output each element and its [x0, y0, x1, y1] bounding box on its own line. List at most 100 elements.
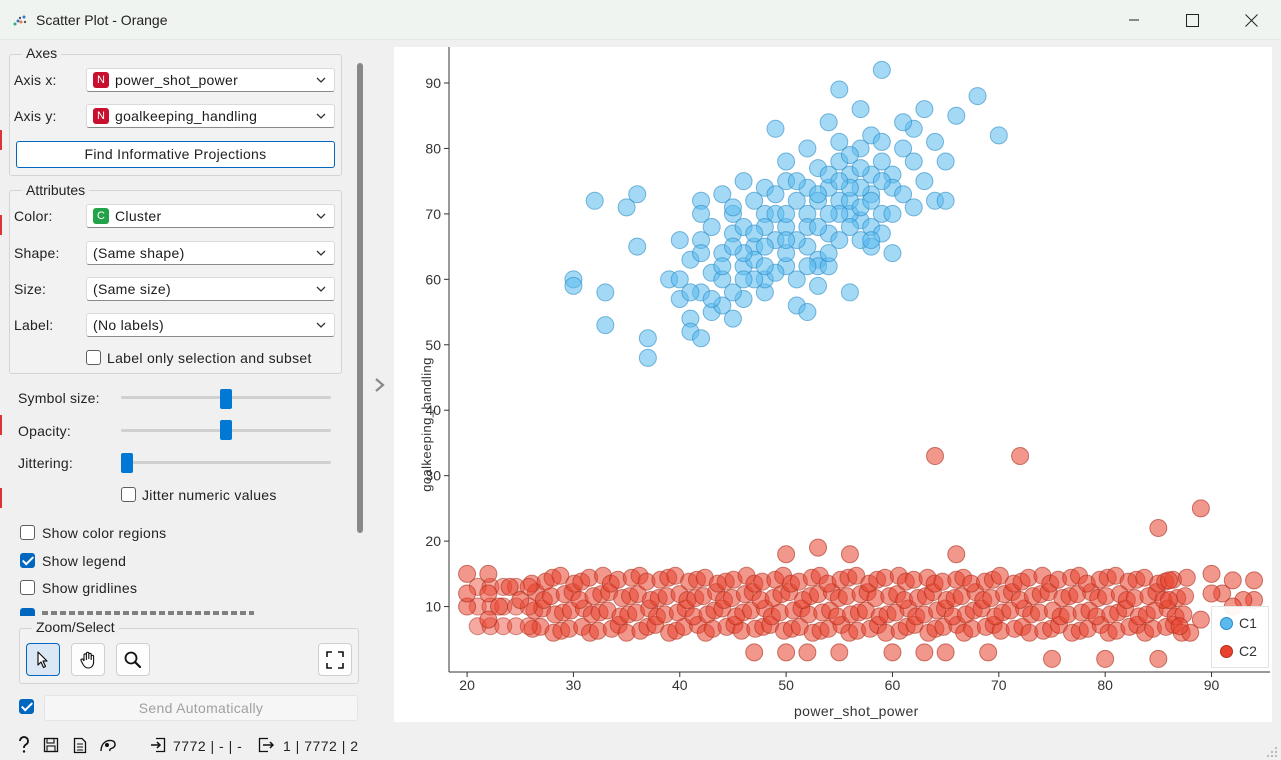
y-tick-label: 30 [425, 468, 441, 484]
jittering-slider[interactable] [121, 461, 331, 464]
c2-point [1149, 519, 1168, 538]
c1-point [851, 159, 870, 178]
x-tick-label: 40 [672, 677, 688, 693]
c1-point [723, 283, 742, 302]
y-tick-label: 70 [425, 206, 441, 222]
c2-point [745, 643, 764, 662]
pan-tool-button[interactable] [71, 643, 105, 676]
show-legend-checkbox[interactable] [20, 553, 35, 568]
show-gridlines-checkbox[interactable] [20, 580, 35, 595]
show-legend-label: Show legend [42, 553, 127, 569]
edge-marker [0, 488, 2, 508]
select-tool-button[interactable] [26, 643, 60, 676]
c1-point [851, 100, 870, 119]
x-tick-label: 20 [459, 677, 475, 693]
x-tick-label: 90 [1204, 677, 1220, 693]
c2-point [1042, 649, 1061, 668]
pointer-icon [37, 650, 48, 668]
edge-marker [0, 130, 2, 150]
c2-point [798, 643, 817, 662]
c1-point [872, 60, 891, 79]
scatter-plot-app-icon [13, 15, 27, 26]
close-button[interactable] [1222, 0, 1280, 40]
axis-y-value: goalkeeping_handling [115, 108, 258, 124]
axis-x-combo[interactable]: N power_shot_power [86, 68, 335, 92]
c1-point [734, 172, 753, 191]
help-icon[interactable] [15, 736, 33, 754]
c2-point [915, 643, 934, 662]
c2-point [840, 545, 859, 564]
minimize-button[interactable] [1105, 0, 1163, 40]
c2-point [1011, 447, 1030, 466]
find-informative-projections-button[interactable]: Find Informative Projections [16, 141, 335, 168]
opacity-slider-handle[interactable] [220, 420, 232, 440]
zoom-tool-button[interactable] [116, 643, 150, 676]
jittering-slider-handle[interactable] [121, 453, 133, 473]
save-icon[interactable] [42, 736, 60, 754]
y-tick-label: 80 [425, 140, 441, 156]
c2-point [979, 643, 998, 662]
y-tick-label: 90 [425, 75, 441, 91]
c1-point [830, 132, 849, 151]
reset-zoom-button[interactable] [318, 643, 352, 676]
c1-point [723, 309, 742, 328]
legend-label-c1: C1 [1239, 615, 1257, 631]
c2-point [500, 577, 519, 596]
axis-y-combo[interactable]: N goalkeeping_handling [86, 104, 335, 128]
c1-point [787, 172, 806, 191]
jitter-numeric-checkbox[interactable] [121, 487, 136, 502]
c1-point [840, 283, 859, 302]
c1-point [926, 132, 945, 151]
x-tick-label: 50 [778, 677, 794, 693]
report-icon[interactable] [71, 736, 89, 754]
jitter-numeric-label: Jitter numeric values [142, 487, 277, 503]
c2-point [809, 538, 828, 557]
status-bar: 7772 | - | - 1 | 7772 | 2 [0, 730, 1281, 760]
label-combo[interactable]: (No labels) [86, 313, 335, 337]
maximize-button[interactable] [1163, 0, 1221, 40]
c1-point [809, 185, 828, 204]
resize-grip-icon[interactable] [1266, 746, 1278, 758]
chevron-down-icon [316, 213, 326, 219]
label-label: Label: [14, 317, 54, 333]
show-color-regions-checkbox[interactable] [20, 525, 35, 540]
label-only-selection-checkbox[interactable] [86, 350, 101, 365]
c1-point [596, 316, 615, 335]
c1-point [830, 172, 849, 191]
send-automatically-checkbox[interactable] [19, 699, 34, 714]
color-combo[interactable]: C Cluster [86, 204, 335, 228]
chevron-down-icon [316, 113, 326, 119]
edge-marker [0, 215, 2, 235]
label-only-selection-label: Label only selection and subset [107, 350, 312, 366]
size-combo[interactable]: (Same size) [86, 277, 335, 301]
scatter-chart[interactable]: 10 20 30 40 50 60 70 80 90 20 30 40 50 60 70 80 90 [394, 47, 1272, 722]
hand-icon [80, 651, 95, 669]
shape-combo[interactable]: (Same shape) [86, 241, 335, 265]
c1-point [904, 152, 923, 171]
panel-scrollbar[interactable] [357, 63, 363, 533]
c1-point [745, 224, 764, 243]
c1-point [777, 231, 796, 250]
c1-point [787, 191, 806, 210]
shape-label: Shape: [14, 245, 60, 261]
visualize-icon[interactable] [99, 736, 117, 754]
c1-point [564, 276, 583, 295]
symbol-size-slider-handle[interactable] [220, 389, 232, 409]
scatter-plot-area[interactable]: 10 20 30 40 50 60 70 80 90 20 30 40 50 60 70 80 90 goalk… [394, 47, 1272, 722]
c2-point [1096, 649, 1115, 668]
send-automatically-button[interactable]: Send Automatically [44, 695, 358, 721]
maximize-icon [1185, 13, 1199, 27]
c1-point [638, 348, 657, 367]
c2-point [506, 617, 525, 636]
c2-point [1245, 571, 1264, 590]
c1-point [787, 270, 806, 289]
y-tick-label: 60 [425, 271, 441, 287]
y-tick-label: 10 [425, 599, 441, 615]
x-tick-label: 60 [885, 677, 901, 693]
c1-point [723, 237, 742, 256]
fit-screen-icon [326, 650, 344, 669]
collapse-panel-icon[interactable] [374, 377, 386, 393]
c2-point [1191, 499, 1210, 518]
c1-point [692, 244, 711, 263]
c2-point [926, 447, 945, 466]
